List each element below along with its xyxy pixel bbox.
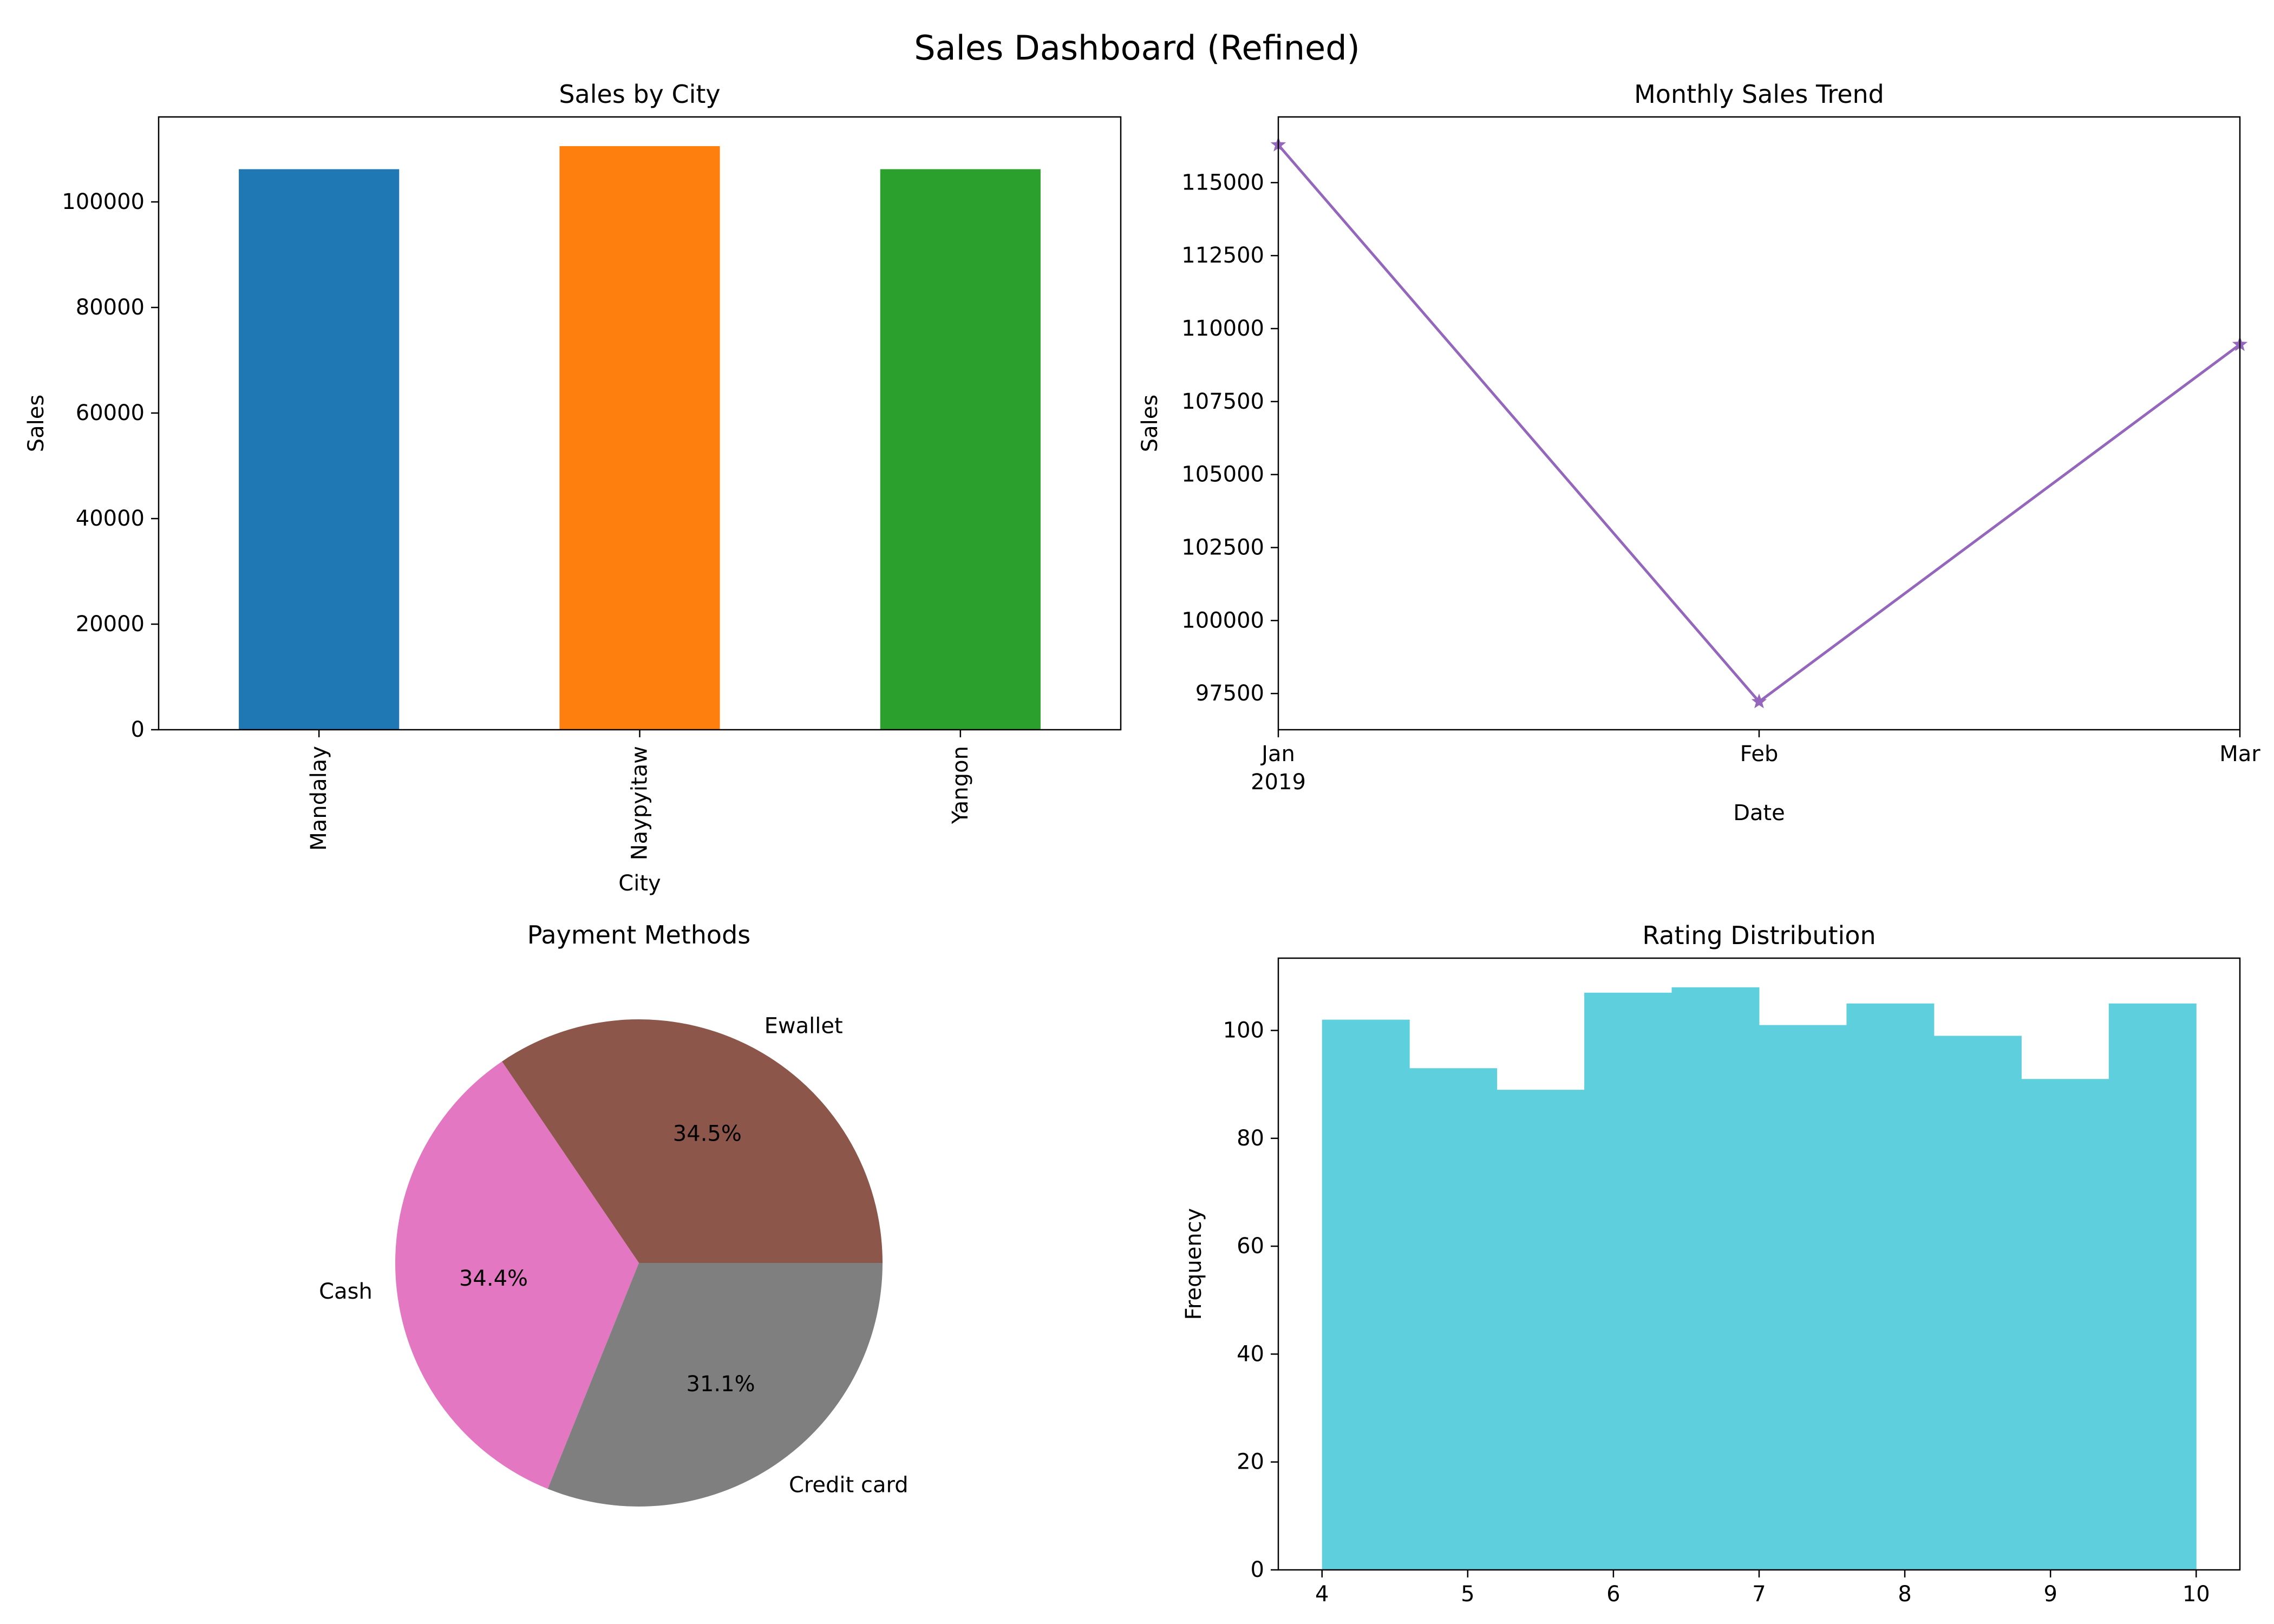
x-tick-label: Naypyitaw [628,746,652,860]
y-tick-label: 60 [1237,1234,1264,1259]
x-tick-label: 10 [2182,1582,2210,1607]
x-axis-label: Date [1733,801,1785,826]
y-tick-label: 100000 [62,189,145,214]
y-tick-label: 0 [1251,1557,1264,1582]
y-tick-label: 97500 [1195,681,1264,706]
bar-naypyitaw [559,146,720,730]
chart-payment-methods: 34.5% Ewallet 34.4% Cash 31.1% Credit card Pay… [319,920,909,1507]
histogram-bar [1584,992,1672,1570]
y-tick-label: 115000 [1181,170,1264,195]
y-axis-label: Sales [24,395,49,452]
histogram-bar [2021,1079,2109,1570]
x-tick-label: 5 [1461,1582,1474,1607]
histogram-bar [1759,1025,1847,1570]
y-tick-label: 20000 [76,612,145,637]
pie-slice-ewallet [502,1019,883,1263]
plot-frame [1277,957,2241,1571]
histogram-bar [1409,1068,1498,1570]
y-tick-label: 60000 [76,401,145,425]
pie-category-label: Cash [319,1279,373,1304]
histogram-bar [1933,1036,2022,1570]
y-tick-label: 112500 [1181,243,1264,268]
x-tick-label: 4 [1315,1582,1329,1607]
histogram-bar [1846,1003,1935,1570]
y-tick-label: 40 [1237,1341,1264,1366]
x-tick-label: Yangon [948,746,973,824]
histogram-bar [1671,987,1760,1570]
chart-title: Rating Distribution [1642,921,1876,950]
y-tick-label: 0 [131,717,145,742]
y-tick-label: 100000 [1181,608,1264,633]
chart-title: Monthly Sales Trend [1634,80,1884,109]
histogram-bar [1322,1019,1410,1570]
pie-category-label: Ewallet [764,1014,843,1039]
y-tick-label: 80000 [76,295,145,320]
y-tick-label: 107500 [1181,389,1264,414]
y-tick-label: 100 [1223,1018,1264,1043]
chart-sales-by-city: Mandalay Naypyitaw Yangon 0 20000 40000 60000 8… [24,80,1122,896]
x-tick-label: Mar [2219,742,2260,767]
y-tick-label: 80 [1237,1126,1264,1151]
bar-mandalay [239,169,400,730]
chart-title: Payment Methods [527,920,751,949]
data-point-marker [1751,693,1767,709]
x-tick-label: 6 [1606,1582,1620,1607]
x-tick-label: Jan 2019 [1251,742,1306,795]
y-tick-label: 20 [1237,1450,1264,1475]
chart-monthly-sales-trend: 97500 100000 102500 105000 107500 110000 11250… [1138,80,2260,826]
pie-category-label: Credit card [789,1472,909,1497]
x-axis-label: City [618,871,661,896]
x-tick-label: Mandalay [306,746,331,851]
pie-percent-label: 31.1% [687,1372,755,1397]
plot-frame [1277,116,2241,731]
bar-yangon [880,169,1041,730]
y-tick-label: 105000 [1181,462,1264,487]
pie-percent-label: 34.4% [459,1266,528,1291]
dashboard-title: Sales Dashboard (Refined) [914,28,1360,68]
x-tick-label: 7 [1752,1582,1766,1607]
x-tick-label: Feb [1740,742,1779,767]
x-tick-label: 8 [1898,1582,1911,1607]
pie-slice-credit-card [547,1263,883,1507]
histogram-bar [2108,1003,2197,1570]
sales-trend-line [1277,144,2241,704]
y-axis-label: Sales [1138,395,1162,452]
plot-frame [158,116,1122,731]
y-tick-label: 110000 [1181,316,1264,341]
chart-title: Sales by City [559,80,720,109]
pie-slice-cash [395,1061,639,1489]
y-tick-label: 102500 [1181,535,1264,560]
pie-percent-label: 34.5% [673,1121,742,1146]
histogram-bar [1497,1090,1585,1570]
x-tick-label: 9 [2043,1582,2057,1607]
y-tick-label: 40000 [76,506,145,531]
y-axis-label: Frequency [1181,1208,1206,1320]
